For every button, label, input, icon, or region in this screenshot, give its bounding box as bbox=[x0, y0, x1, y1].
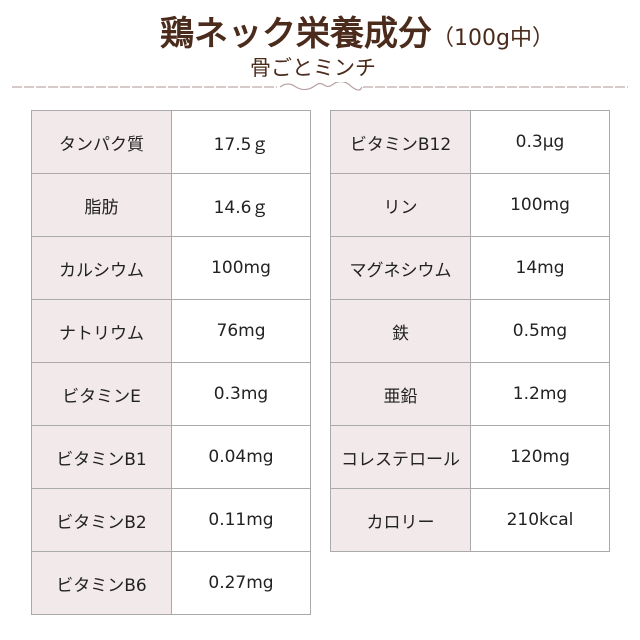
nutrient-value: 0.5mg bbox=[470, 299, 610, 363]
table-row: ビタミンB6 0.27mg bbox=[31, 551, 311, 615]
nutrient-name: タンパク質 bbox=[31, 110, 172, 174]
nutrient-name: 脂肪 bbox=[31, 173, 172, 237]
nutrient-name: 亜鉛 bbox=[330, 362, 471, 426]
nutrition-table-left: タンパク質 17.5ｇ 脂肪 14.6ｇ カルシウム 100mg ナトリウム 76mg ビタミン… bbox=[31, 110, 311, 615]
nutrient-name: ビタミンB6 bbox=[31, 551, 172, 615]
table-row: カロリー 210kcal bbox=[330, 488, 610, 552]
nutrient-value: 14mg bbox=[470, 236, 610, 300]
table-row: リン 100mg bbox=[330, 173, 610, 237]
table-row: ビタミンB12 0.3μg bbox=[330, 110, 610, 174]
table-row: 脂肪 14.6ｇ bbox=[31, 173, 311, 237]
nutrient-value: 210kcal bbox=[470, 488, 610, 552]
table-row: 亜鉛 1.2mg bbox=[330, 362, 610, 426]
nutrient-name: ナトリウム bbox=[31, 299, 172, 363]
page-subtitle: 骨ごとミンチ bbox=[250, 56, 376, 80]
table-row: カルシウム 100mg bbox=[31, 236, 311, 300]
table-row: マグネシウム 14mg bbox=[330, 236, 610, 300]
nutrient-value: 0.04mg bbox=[171, 425, 311, 489]
table-row: ビタミンB2 0.11mg bbox=[31, 488, 311, 552]
nutrient-value: 17.5ｇ bbox=[171, 110, 311, 174]
nutrient-value: 120mg bbox=[470, 425, 610, 489]
nutrient-value: 0.27mg bbox=[171, 551, 311, 615]
title-unit: （100g中） bbox=[432, 26, 554, 51]
nutrient-name: ビタミンE bbox=[31, 362, 172, 426]
nutrient-value: 100mg bbox=[470, 173, 610, 237]
nutrient-value: 1.2mg bbox=[470, 362, 610, 426]
nutrient-value: 100mg bbox=[171, 236, 311, 300]
nutrient-name: リン bbox=[330, 173, 471, 237]
nutrient-name: 鉄 bbox=[330, 299, 471, 363]
table-row: ビタミンB1 0.04mg bbox=[31, 425, 311, 489]
table-row: ビタミンE 0.3mg bbox=[31, 362, 311, 426]
nutrient-name: ビタミンB12 bbox=[330, 110, 471, 174]
nutrient-value: 14.6ｇ bbox=[171, 173, 311, 237]
nutrient-name: カロリー bbox=[330, 488, 471, 552]
nutrient-value: 76mg bbox=[171, 299, 311, 363]
title-text: 鶏ネック栄養成分 bbox=[160, 14, 432, 54]
table-row: コレステロール 120mg bbox=[330, 425, 610, 489]
ornamental-divider bbox=[12, 82, 628, 91]
table-row: ナトリウム 76mg bbox=[31, 299, 311, 363]
nutrient-name: ビタミンB2 bbox=[31, 488, 172, 552]
nutrient-value: 0.3μg bbox=[470, 110, 610, 174]
page-title: 鶏ネック栄養成分（100g中） bbox=[160, 6, 554, 55]
nutrient-name: ビタミンB1 bbox=[31, 425, 172, 489]
nutrient-name: コレステロール bbox=[330, 425, 471, 489]
nutrient-name: カルシウム bbox=[31, 236, 172, 300]
nutrient-name: マグネシウム bbox=[330, 236, 471, 300]
table-row: 鉄 0.5mg bbox=[330, 299, 610, 363]
nutrition-table-right: ビタミンB12 0.3μg リン 100mg マグネシウム 14mg 鉄 0.5mg 亜鉛 1.2… bbox=[330, 110, 610, 552]
nutrient-value: 0.11mg bbox=[171, 488, 311, 552]
nutrient-value: 0.3mg bbox=[171, 362, 311, 426]
table-row: タンパク質 17.5ｇ bbox=[31, 110, 311, 174]
